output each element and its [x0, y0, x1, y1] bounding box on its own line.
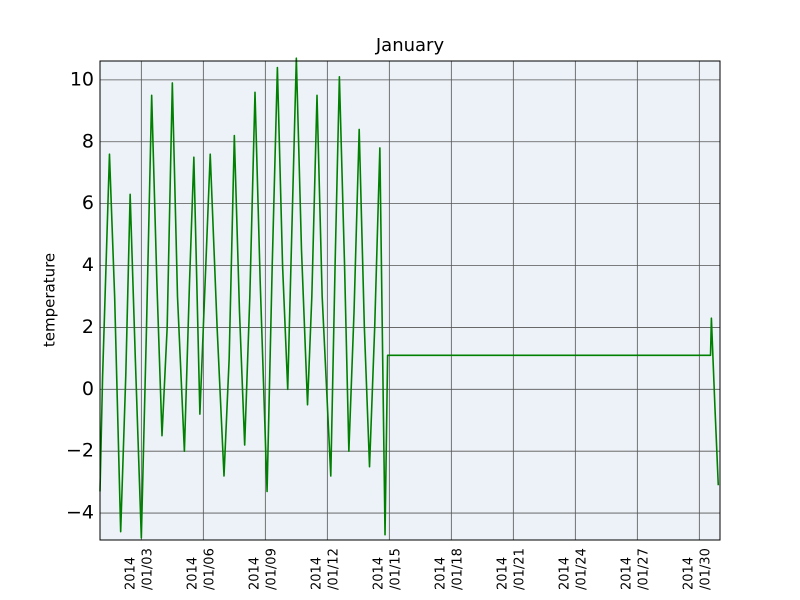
x-tick-label: 2014/01/09	[247, 548, 279, 590]
x-tick-label: 2014/01/18	[433, 548, 465, 590]
y-tick-label: 2	[82, 316, 94, 338]
y-axis-label: temperature	[41, 253, 59, 347]
y-tick-label: 6	[82, 192, 94, 214]
x-tick-label: 2014/01/15	[371, 548, 403, 590]
data-line	[99, 57, 720, 539]
x-tick-label: 2014/01/06	[185, 548, 217, 590]
x-tick-label: 2014/01/21	[495, 548, 527, 590]
y-tick-label: −2	[66, 440, 94, 462]
plot-area	[100, 61, 720, 540]
chart-title: January	[375, 35, 445, 56]
y-tick-label: −4	[66, 502, 94, 524]
y-tick-label: 8	[82, 130, 94, 152]
plot-frame	[99, 60, 721, 541]
y-tick-label: 4	[82, 254, 94, 276]
x-tick-label: 2014/01/24	[557, 548, 589, 590]
y-tick-label: 10	[70, 68, 94, 90]
x-tick-label: 2014/01/03	[123, 548, 155, 590]
x-tick-label: 2014/01/12	[309, 548, 341, 590]
x-tick-label: 2014/01/30	[681, 548, 713, 590]
x-tick-label: 2014/01/27	[619, 548, 651, 590]
y-tick-label: 0	[82, 378, 94, 400]
